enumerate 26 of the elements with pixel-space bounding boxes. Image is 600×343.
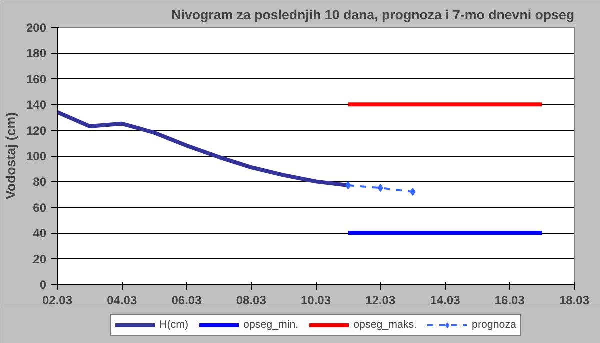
y-tick-label: 120: [26, 124, 47, 138]
y-tick-label: 180: [26, 46, 47, 61]
x-tick-label: 16.03: [494, 294, 526, 308]
y-tick-label: 200: [26, 21, 47, 35]
legend-label: opseg_min.: [244, 319, 299, 331]
x-tick-label: 02.03: [42, 294, 73, 308]
y-tick-label: 160: [26, 72, 47, 86]
x-tick-label: 12.03: [366, 294, 396, 308]
y-tick-label: 20: [33, 252, 47, 266]
y-tick-label: 80: [33, 175, 47, 190]
x-tick-label: 10.03: [300, 294, 332, 308]
y-tick-label: 0: [40, 278, 47, 292]
legend-label: opseg_maks.: [354, 319, 418, 331]
y-axis-title: Vodostaj (cm): [3, 112, 18, 200]
x-tick-label: 04.03: [107, 294, 138, 308]
y-tick-label: 60: [33, 200, 47, 215]
x-tick-label: 18.03: [559, 294, 590, 308]
x-tick-label: 06.03: [172, 294, 202, 308]
chart-title: Nivogram za poslednjih 10 dana, prognoza i 7-mo dnevni opseg: [172, 8, 575, 22]
x-tick-label: 08.03: [236, 294, 267, 308]
legend-label: H(cm): [160, 319, 189, 331]
legend-label: prognoza: [472, 319, 516, 331]
x-tick-label: 14.03: [430, 294, 461, 308]
y-tick-label: 100: [26, 150, 47, 164]
y-tick-label: 140: [26, 98, 47, 112]
y-tick-label: 40: [33, 226, 47, 241]
